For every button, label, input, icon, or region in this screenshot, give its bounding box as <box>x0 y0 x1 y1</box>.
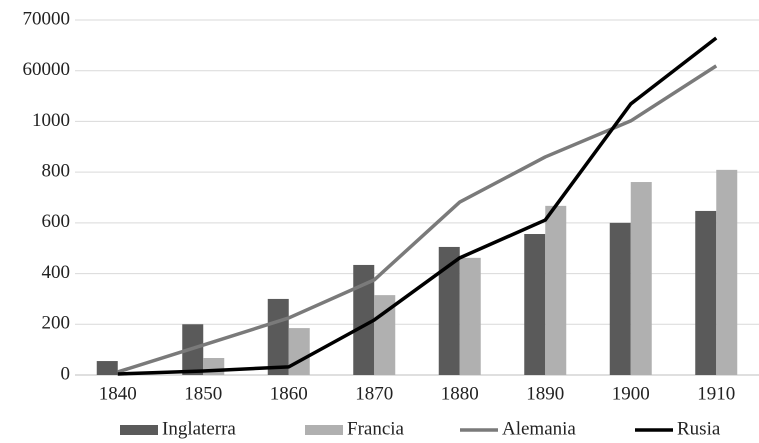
x-tick-label: 1890 <box>526 383 564 404</box>
bar <box>353 264 375 375</box>
y-tick-label: 400 <box>42 262 71 283</box>
bar <box>716 169 738 375</box>
y-tick-label: 60000 <box>23 59 71 80</box>
legend-label: Francia <box>347 418 405 439</box>
bar <box>609 222 631 375</box>
y-tick-label: 800 <box>42 161 71 182</box>
line <box>117 36 718 376</box>
y-tick-label: 200 <box>42 313 71 334</box>
bar <box>545 205 567 375</box>
legend-label: Alemania <box>502 418 576 439</box>
y-tick-label: 70000 <box>23 8 71 29</box>
x-tick-label: 1850 <box>184 383 222 404</box>
bar <box>524 234 546 375</box>
x-tick-label: 1840 <box>99 383 137 404</box>
legend-swatch <box>305 425 343 435</box>
bar <box>438 246 460 375</box>
x-tick-label: 1880 <box>441 383 479 404</box>
bar <box>96 361 118 375</box>
line <box>117 64 718 374</box>
x-tick-label: 1900 <box>612 383 650 404</box>
bar <box>630 182 652 375</box>
bar <box>695 210 717 375</box>
x-tick-label: 1860 <box>270 383 308 404</box>
y-tick-label: 600 <box>42 211 71 232</box>
y-tick-label: 0 <box>61 363 71 384</box>
x-tick-label: 1870 <box>355 383 393 404</box>
bar <box>459 257 481 375</box>
legend-swatch <box>120 425 158 435</box>
legend-label: Inglaterra <box>162 418 236 439</box>
legend-label: Rusia <box>677 418 721 439</box>
bar <box>267 298 289 375</box>
x-tick-label: 1910 <box>697 383 735 404</box>
bar <box>288 328 310 375</box>
y-tick-label: 1000 <box>32 110 70 131</box>
